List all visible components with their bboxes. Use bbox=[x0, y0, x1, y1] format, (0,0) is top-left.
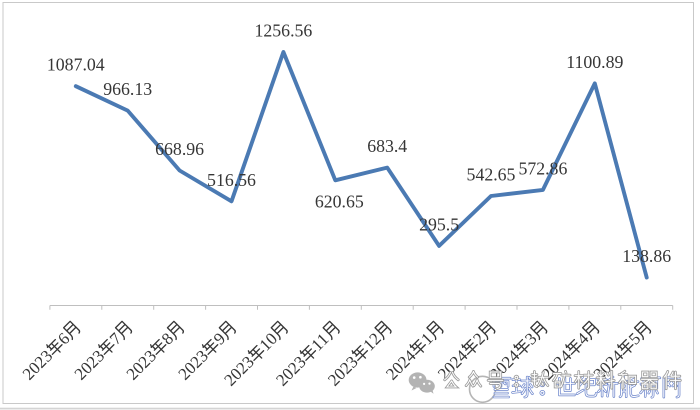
svg-text:1100.89: 1100.89 bbox=[566, 52, 623, 72]
svg-text:966.13: 966.13 bbox=[103, 79, 152, 99]
svg-text:1256.56: 1256.56 bbox=[255, 21, 313, 41]
svg-text:138.86: 138.86 bbox=[622, 246, 671, 266]
svg-text:542.65: 542.65 bbox=[467, 165, 516, 185]
svg-text:683.4: 683.4 bbox=[367, 136, 407, 156]
svg-text:295.5: 295.5 bbox=[419, 214, 459, 234]
svg-text:572.86: 572.86 bbox=[518, 158, 567, 178]
svg-text:620.65: 620.65 bbox=[315, 191, 364, 211]
svg-text:668.96: 668.96 bbox=[155, 139, 204, 159]
svg-text:516.56: 516.56 bbox=[207, 170, 256, 190]
svg-text:1087.04: 1087.04 bbox=[47, 55, 105, 75]
